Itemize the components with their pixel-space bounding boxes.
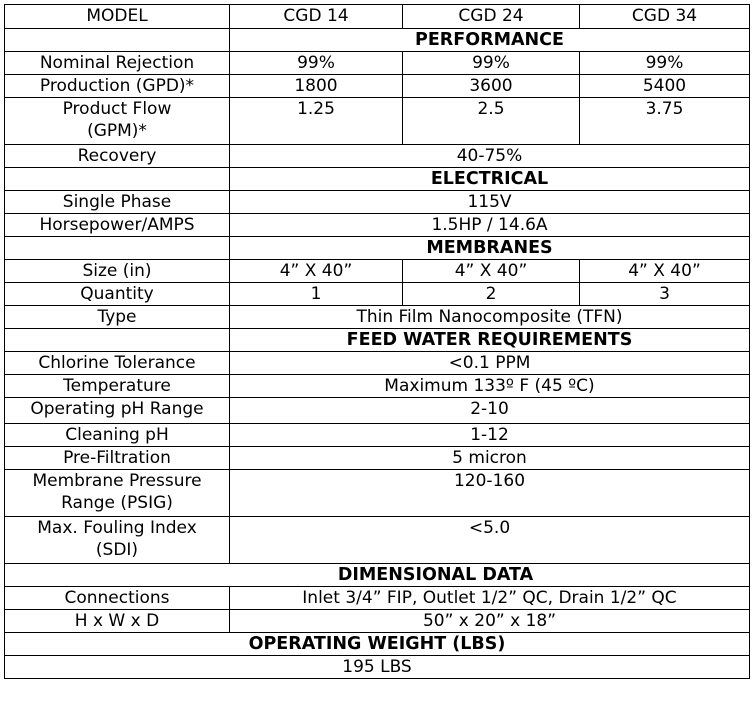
cell-value: 1.5HP / 14.6A: [229, 213, 750, 237]
row-recovery: Recovery 40-75%: [4, 144, 750, 168]
row-label: H x W x D: [4, 609, 230, 633]
cell-value: 120-160: [229, 469, 750, 517]
row-label: Size (in): [4, 259, 230, 283]
model-cgd34: CGD 34: [579, 4, 750, 29]
model-header: MODEL: [4, 4, 230, 29]
row-label: Temperature: [4, 374, 230, 398]
row-fouling-index: Max. Fouling Index (SDI) <5.0: [4, 516, 750, 564]
section-title: PERFORMANCE: [229, 28, 750, 52]
row-temperature: Temperature Maximum 133º F (45 ºC): [4, 374, 750, 398]
weight-value: 195 LBS: [4, 655, 750, 679]
cell-value: 1: [229, 282, 403, 306]
section-membranes: MEMBRANES: [4, 236, 750, 260]
row-ph-range: Operating pH Range 2-10: [4, 397, 750, 424]
cell-value: 3.75: [579, 97, 750, 145]
cell-value: Maximum 133º F (45 ºC): [229, 374, 750, 398]
cell-value: 2-10: [229, 397, 750, 424]
cell-value: 3600: [402, 74, 580, 98]
row-pre-filtration: Pre-Filtration 5 micron: [4, 446, 750, 470]
row-label: Production (GPD)*: [4, 74, 230, 98]
label-line: Max. Fouling Index: [37, 518, 197, 538]
cell-value: 99%: [229, 51, 403, 75]
model-cgd24: CGD 24: [402, 4, 580, 29]
row-type: Type Thin Film Nanocomposite (TFN): [4, 305, 750, 329]
section-performance: PERFORMANCE: [4, 28, 750, 52]
label-line: (GPM)*: [87, 121, 147, 141]
cell-value: Inlet 3/4” FIP, Outlet 1/2” QC, Drain 1/…: [229, 586, 750, 610]
row-connections: Connections Inlet 3/4” FIP, Outlet 1/2” …: [4, 586, 750, 610]
specifications-table: MODEL CGD 14 CGD 24 CGD 34 PERFORMANCE N…: [4, 4, 750, 679]
row-label: Horsepower/AMPS: [4, 213, 230, 237]
cell-value: 5 micron: [229, 446, 750, 470]
section-title: ELECTRICAL: [229, 167, 750, 191]
model-cgd14: CGD 14: [229, 4, 403, 29]
row-label: Chlorine Tolerance: [4, 351, 230, 375]
cell-value: 2: [402, 282, 580, 306]
section-dimensional: DIMENSIONAL DATA: [4, 563, 750, 587]
row-label: Single Phase: [4, 190, 230, 214]
label-line: Product Flow: [62, 99, 172, 119]
row-label: Quantity: [4, 282, 230, 306]
section-title: DIMENSIONAL DATA: [4, 563, 750, 587]
row-label: Recovery: [4, 144, 230, 168]
cell-value: 4” X 40”: [402, 259, 580, 283]
row-membrane-pressure: Membrane Pressure Range (PSIG) 120-160: [4, 469, 750, 517]
cell-value: <0.1 PPM: [229, 351, 750, 375]
cell-value: 1-12: [229, 423, 750, 447]
cell-value: Thin Film Nanocomposite (TFN): [229, 305, 750, 329]
header-row: MODEL CGD 14 CGD 24 CGD 34: [4, 4, 750, 29]
cell-value: 115V: [229, 190, 750, 214]
section-feed-water: FEED WATER REQUIREMENTS: [4, 328, 750, 352]
cell-value: 40-75%: [229, 144, 750, 168]
label-line: Membrane Pressure: [32, 471, 202, 491]
row-label: Product Flow (GPM)*: [4, 97, 230, 145]
row-nominal-rejection: Nominal Rejection 99% 99% 99%: [4, 51, 750, 75]
cell-value: 4” X 40”: [579, 259, 750, 283]
cell-value: <5.0: [229, 516, 750, 564]
row-label: Operating pH Range: [4, 397, 230, 424]
section-weight: OPERATING WEIGHT (LBS): [4, 632, 750, 656]
cell-value: 3: [579, 282, 750, 306]
cell-value: 99%: [579, 51, 750, 75]
row-production: Production (GPD)* 1800 3600 5400: [4, 74, 750, 98]
row-single-phase: Single Phase 115V: [4, 190, 750, 214]
row-label: Pre-Filtration: [4, 446, 230, 470]
row-label: Type: [4, 305, 230, 329]
row-hwd: H x W x D 50” x 20” x 18”: [4, 609, 750, 633]
row-label: Connections: [4, 586, 230, 610]
row-chlorine: Chlorine Tolerance <0.1 PPM: [4, 351, 750, 375]
section-electrical: ELECTRICAL: [4, 167, 750, 191]
row-label: Membrane Pressure Range (PSIG): [4, 469, 230, 517]
cell-value: 1800: [229, 74, 403, 98]
cell-value: 1.25: [229, 97, 403, 145]
cell-value: 4” X 40”: [229, 259, 403, 283]
row-label: Max. Fouling Index (SDI): [4, 516, 230, 564]
label-line: (SDI): [95, 540, 139, 560]
row-product-flow: Product Flow (GPM)* 1.25 2.5 3.75: [4, 97, 750, 145]
section-title: OPERATING WEIGHT (LBS): [4, 632, 750, 656]
row-horsepower: Horsepower/AMPS 1.5HP / 14.6A: [4, 213, 750, 237]
cell-value: 5400: [579, 74, 750, 98]
section-title: FEED WATER REQUIREMENTS: [229, 328, 750, 352]
row-cleaning-ph: Cleaning pH 1-12: [4, 423, 750, 447]
cell-value: 2.5: [402, 97, 580, 145]
row-label: Cleaning pH: [4, 423, 230, 447]
label-line: Range (PSIG): [61, 493, 173, 513]
cell-value: 99%: [402, 51, 580, 75]
section-title: MEMBRANES: [229, 236, 750, 260]
row-size: Size (in) 4” X 40” 4” X 40” 4” X 40”: [4, 259, 750, 283]
row-label: Nominal Rejection: [4, 51, 230, 75]
cell-value: 50” x 20” x 18”: [229, 609, 750, 633]
row-quantity: Quantity 1 2 3: [4, 282, 750, 306]
row-weight-value: 195 LBS: [4, 655, 750, 679]
